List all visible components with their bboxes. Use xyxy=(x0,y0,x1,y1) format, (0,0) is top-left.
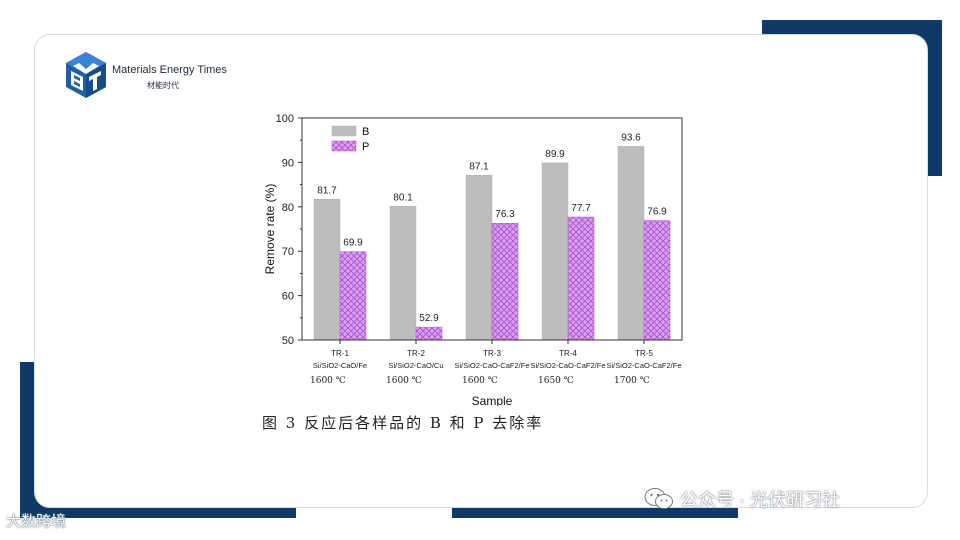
legend-swatch-p xyxy=(331,140,357,152)
data-label-p-tr-4: 77.7 xyxy=(571,203,591,214)
x-tick-temperature-tr-4: 1650 ℃ xyxy=(538,376,574,386)
data-label-b-tr-1: 81.7 xyxy=(317,185,337,196)
bar-b-tr-3 xyxy=(465,175,493,341)
data-label-b-tr-3: 87.1 xyxy=(469,161,489,172)
wechat-icon xyxy=(644,488,673,509)
bar-p-tr-4 xyxy=(567,216,595,341)
legend-label-b: B xyxy=(362,126,369,138)
data-label-p-tr-3: 76.3 xyxy=(495,209,515,220)
x-tick-label-tr-5: TR-5 xyxy=(635,349,653,358)
y-tick-label-50: 50 xyxy=(282,335,294,347)
data-label-b-tr-5: 93.6 xyxy=(621,132,641,143)
watermark-left: 大数跨境 xyxy=(6,510,66,531)
legend-swatch-b xyxy=(331,125,357,137)
y-tick-label-100: 100 xyxy=(276,113,294,125)
bar-b-tr-2 xyxy=(389,206,417,341)
x-tick-label-tr-1: TR-1 xyxy=(331,349,349,358)
watermark-right: 公众号 · 光伏研习社 xyxy=(644,486,840,512)
bar-p-tr-2 xyxy=(415,326,443,341)
x-tick-temperature-tr-3: 1600 ℃ xyxy=(462,376,498,386)
y-axis-label: Remove rate (%) xyxy=(263,184,277,275)
bar-p-tr-3 xyxy=(491,222,519,341)
met-logo-icon xyxy=(66,52,106,98)
bar-b-tr-1 xyxy=(313,199,341,341)
bar-b-tr-4 xyxy=(541,162,569,341)
data-label-p-tr-1: 69.9 xyxy=(343,238,363,249)
x-tick-composition-tr-2: Si/SiO2-CaO/Cu xyxy=(388,361,443,370)
x-tick-temperature-tr-1: 1600 ℃ xyxy=(310,376,346,386)
brand-subtitle: 材能时代 xyxy=(147,81,179,90)
figure-caption: 图 3 反应后各样品的 B 和 P 去除率 xyxy=(262,414,544,432)
y-tick-label-80: 80 xyxy=(282,202,294,214)
x-tick-temperature-tr-5: 1700 ℃ xyxy=(614,376,650,386)
x-tick-label-tr-3: TR-3 xyxy=(483,349,501,358)
x-tick-composition-tr-1: Si/SiO2-CaO/Fe xyxy=(313,361,367,370)
x-tick-temperature-tr-2: 1600 ℃ xyxy=(386,376,422,386)
x-tick-composition-tr-3: Si/SiO2-CaO-CaF2/Fe xyxy=(454,361,529,370)
bar-b-tr-5 xyxy=(617,146,645,341)
content-card xyxy=(34,34,928,508)
x-tick-composition-tr-4: Si/SiO2-CaO-CaF2/Fe xyxy=(530,361,605,370)
data-label-b-tr-2: 80.1 xyxy=(393,192,413,203)
x-tick-label-tr-2: TR-2 xyxy=(407,349,425,358)
bar-p-tr-5 xyxy=(643,220,671,341)
brand-name: Materials Energy Times xyxy=(112,64,227,76)
y-tick-label-60: 60 xyxy=(282,291,294,303)
bar-p-tr-1 xyxy=(339,251,367,341)
x-axis-label: Sample xyxy=(472,394,513,406)
data-label-p-tr-2: 52.9 xyxy=(419,313,439,324)
bar-chart: 81.7 69.9 TR-1 Si/SiO2-CaO/Fe 1600 ℃ 80.1 52.9… xyxy=(263,113,683,406)
data-label-p-tr-5: 76.9 xyxy=(647,207,667,218)
y-tick-label-90: 90 xyxy=(282,157,294,169)
legend-label-p: P xyxy=(362,141,369,153)
watermark-left-text: 大数跨境 xyxy=(6,513,67,530)
x-tick-composition-tr-5: Si/SiO2-CaO-CaF2/Fe xyxy=(606,361,681,370)
y-tick-label-70: 70 xyxy=(282,246,294,258)
x-tick-label-tr-4: TR-4 xyxy=(559,349,577,358)
watermark-right-text: 公众号 · 光伏研习社 xyxy=(680,490,840,510)
data-label-b-tr-4: 89.9 xyxy=(545,149,565,160)
